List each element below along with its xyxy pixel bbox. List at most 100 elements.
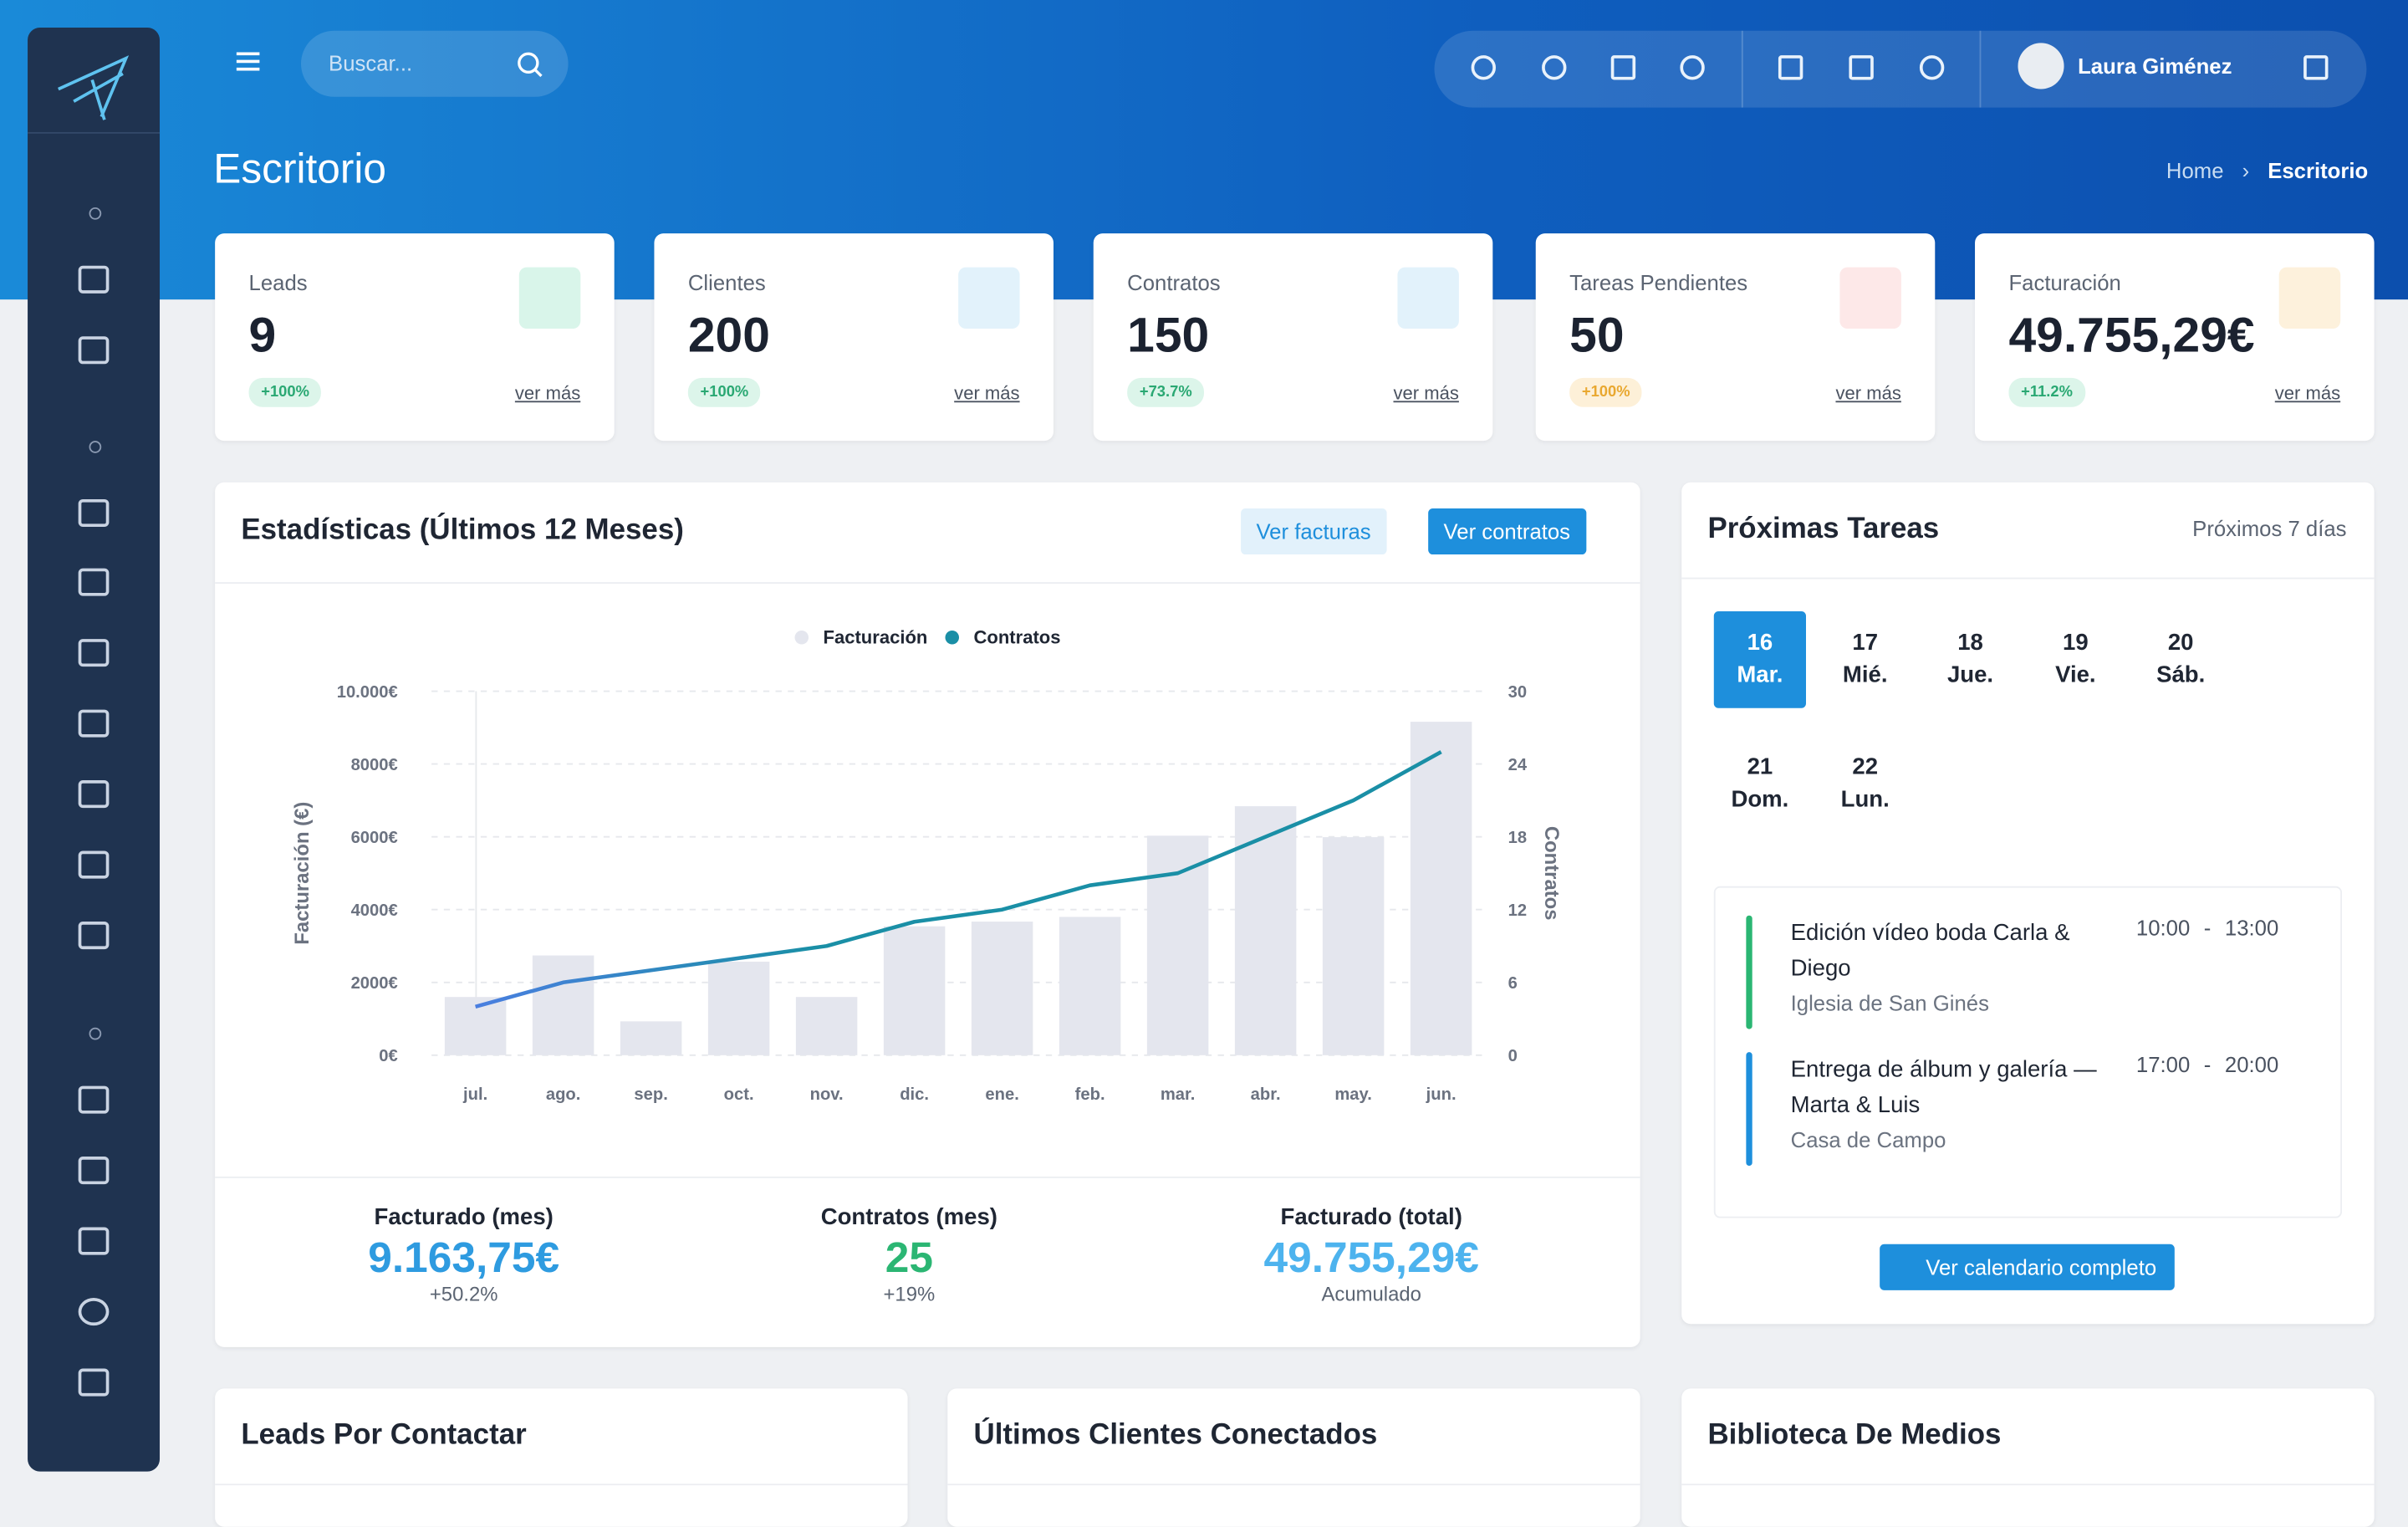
language[interactable] [1471, 55, 1496, 80]
stat-value: 150 [1127, 307, 1210, 363]
stat-link[interactable]: ver más [514, 382, 581, 405]
event-start: 17:00 [2135, 1052, 2191, 1077]
stat-card: Leads 9 +100% ver más [215, 233, 615, 442]
nav-reports[interactable] [78, 922, 110, 950]
day-number: 17 [1852, 630, 1879, 656]
bar [532, 955, 594, 1055]
day[interactable]: 19 Vie. [2029, 611, 2121, 708]
nav-settings[interactable] [78, 1298, 110, 1326]
stat-label: Tareas Pendientes [1569, 270, 1748, 295]
x-tick-label: sep. [634, 1085, 667, 1104]
menu-toggle[interactable] [235, 49, 263, 74]
y-axis-title: Facturación (€) [291, 802, 314, 945]
bar [795, 997, 858, 1055]
event-title: Entrega de álbum y galería — Marta & Lui… [1790, 1056, 2097, 1119]
bar [1322, 837, 1385, 1055]
day[interactable]: 21 Dom. [1714, 736, 1806, 833]
day-name: Mié. [1842, 661, 1888, 688]
day[interactable]: 20 Sáb. [2135, 611, 2227, 708]
stat-change: +100% [687, 377, 761, 407]
y2-tick-label: 24 [1508, 756, 1528, 774]
day-number: 21 [1747, 753, 1773, 781]
day-name: Vie. [2055, 661, 2096, 688]
bar [620, 1021, 682, 1055]
contracts-button[interactable]: Ver contratos [1428, 508, 1586, 555]
nav-media[interactable] [78, 1085, 110, 1114]
x-tick-label: oct. [724, 1085, 754, 1104]
stat-card: Clientes 200 +100% ver más [654, 233, 1054, 442]
y2-tick-label: 18 [1508, 829, 1527, 847]
nav-users[interactable] [78, 1157, 110, 1185]
breadcrumb: Home › Escritorio [2166, 158, 2369, 183]
breadcrumb-link[interactable]: Home [2166, 158, 2224, 183]
search-icon[interactable] [516, 51, 543, 79]
nav-logs[interactable] [78, 1368, 110, 1397]
sidebar [28, 28, 161, 1472]
avatar[interactable] [2018, 43, 2064, 89]
day[interactable]: 18 Jue. [1924, 611, 2016, 708]
user-name[interactable]: Laura Giménez [2078, 54, 2232, 79]
stat-change: +73.7% [1127, 377, 1205, 407]
day[interactable]: 16 Mar. [1713, 611, 1807, 708]
time-separator: - [2203, 1052, 2212, 1077]
dark-mode[interactable] [1542, 55, 1567, 80]
event-title: Edición vídeo boda Carla & Diego [1790, 920, 2070, 982]
stat-value: 200 [687, 307, 770, 363]
fullscreen[interactable] [1610, 55, 1636, 80]
x-tick-label: dic. [900, 1085, 929, 1104]
stat-icon [518, 267, 581, 329]
bar [971, 922, 1033, 1055]
day[interactable]: 17 Mié. [1819, 611, 1911, 708]
event-end: 20:00 [2224, 1052, 2279, 1077]
stat-link[interactable]: ver más [1835, 382, 1901, 405]
nav-filter[interactable] [78, 498, 110, 528]
stat-link[interactable]: ver más [954, 382, 1020, 405]
nav-store[interactable] [78, 1227, 110, 1255]
logout[interactable] [2303, 55, 2329, 80]
legend-label: Facturación [823, 627, 927, 648]
stat-value: 50 [1569, 307, 1625, 363]
calendar[interactable] [1849, 55, 1874, 80]
media-panel: Biblioteca De Medios [1681, 1388, 2375, 1527]
day-name: Jue. [1946, 661, 1994, 688]
day-name: Sáb. [2156, 661, 2206, 688]
summary-label: Contratos (mes) [820, 1204, 997, 1231]
nav-box[interactable] [78, 709, 110, 738]
toolbar [1434, 30, 2367, 108]
nav-dashboard[interactable] [78, 265, 110, 294]
full-calendar-button[interactable]: Ver calendario completo [1880, 1244, 2176, 1290]
nav-payments[interactable] [78, 850, 110, 879]
stat-link[interactable]: ver más [1393, 382, 1459, 405]
help[interactable] [1680, 55, 1705, 80]
x-tick-label: nov. [810, 1085, 844, 1104]
y-tick-label: 2000€ [351, 974, 398, 993]
bar [1146, 835, 1209, 1055]
stat-icon [1839, 267, 1901, 329]
nav-list[interactable] [78, 639, 110, 667]
tasks-range: Próximos 7 días [2192, 516, 2347, 541]
y-tick-label: 10.000€ [337, 683, 398, 702]
nav-contacts[interactable] [78, 568, 110, 596]
notifications[interactable] [1919, 55, 1945, 80]
invoices-button[interactable]: Ver facturas [1241, 508, 1387, 555]
x-tick-label: feb. [1075, 1085, 1105, 1104]
y-tick-label: 8000€ [351, 756, 398, 774]
panel-title: Últimos Clientes Conectados [973, 1419, 1378, 1452]
stat-icon [2278, 267, 2341, 329]
stat-link[interactable]: ver más [2274, 382, 2341, 405]
y2-tick-label: 12 [1508, 901, 1527, 920]
bar [1234, 806, 1297, 1055]
nav-calendar[interactable] [78, 336, 110, 365]
panel-title: Estadísticas (Últimos 12 Meses) [241, 514, 684, 547]
line [475, 750, 1442, 1009]
event-time: 10:00-13:00 [2136, 916, 2278, 940]
day[interactable]: 22 Lun. [1819, 736, 1911, 833]
event-start: 10:00 [2135, 915, 2191, 941]
nav-invoices[interactable] [78, 780, 110, 809]
x-tick-label: jun. [1426, 1085, 1457, 1104]
apps[interactable] [1778, 55, 1803, 80]
search-input[interactable]: Buscar... [301, 30, 569, 97]
bar [1410, 722, 1472, 1055]
stat-label: Leads [248, 270, 308, 295]
